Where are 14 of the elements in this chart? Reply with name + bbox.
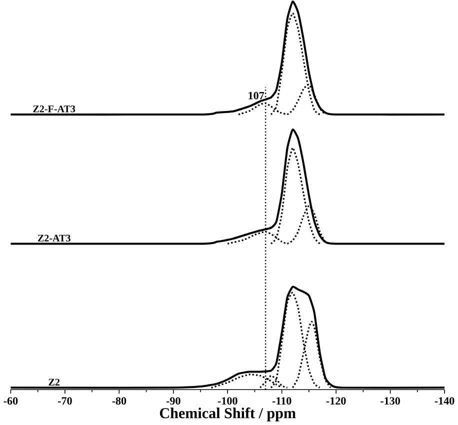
x-axis-title: Chemical Shift / ppm <box>160 408 296 422</box>
x-tick-label: -110 <box>272 397 292 405</box>
x-tick-label: -100 <box>218 397 238 405</box>
x-tick-label: -80 <box>112 397 126 405</box>
x-tick-label: -90 <box>166 397 180 405</box>
x-tick-label: -60 <box>4 397 18 405</box>
series-label: Z2 <box>48 378 60 386</box>
annotation: 107 <box>248 92 264 100</box>
x-tick-label: -140 <box>434 397 454 405</box>
x-tick-label: -130 <box>380 397 400 405</box>
x-tick-label: -120 <box>326 397 346 405</box>
series-label: Z2-F-AT3 <box>33 106 76 112</box>
series-label: Z2-AT3 <box>38 234 70 242</box>
x-tick-label: -70 <box>58 397 72 405</box>
